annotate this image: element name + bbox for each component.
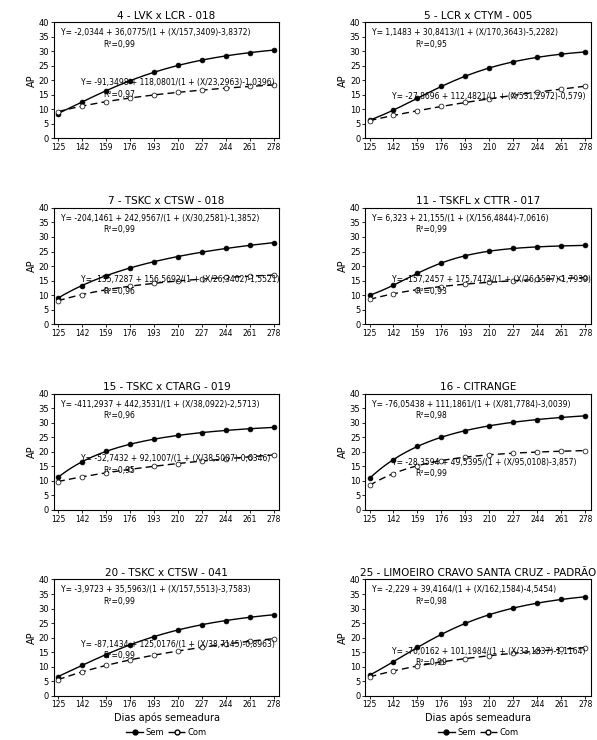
Text: Y= -2,229 + 39,4164/(1 + (X/162,1584)-4,5454): Y= -2,229 + 39,4164/(1 + (X/162,1584)-4,…: [372, 585, 556, 594]
Text: R²=0,96: R²=0,96: [103, 287, 136, 296]
Title: 16 - CITRANGE: 16 - CITRANGE: [440, 383, 516, 392]
Y-axis label: AP: AP: [27, 445, 37, 458]
Text: Y= -157,2457 + 175,7473/(1 + (X/26,1587)-1,7939): Y= -157,2457 + 175,7473/(1 + (X/26,1587)…: [392, 275, 591, 284]
Text: Y= -52,7432 + 92,1007/(1 + (X/38,5007)-0,6346): Y= -52,7432 + 92,1007/(1 + (X/38,5007)-0…: [81, 454, 270, 463]
Text: Y= -91,3498 + 118,0801/(1 + (X/23,2963)-1,0396): Y= -91,3498 + 118,0801/(1 + (X/23,2963)-…: [81, 78, 275, 87]
Text: Y= 1,1483 + 30,8413/(1 + (X/170,3643)-5,2282): Y= 1,1483 + 30,8413/(1 + (X/170,3643)-5,…: [372, 28, 558, 37]
Title: 4 - LVK x LCR - 018: 4 - LVK x LCR - 018: [118, 10, 216, 21]
Text: R²=0,95: R²=0,95: [103, 465, 136, 475]
Text: Y= -135,7287 + 156,5692/(1 + (X/26,3402)-1,5521): Y= -135,7287 + 156,5692/(1 + (X/26,3402)…: [81, 275, 279, 284]
Text: Y= -28,3594 + 49,5395/(1 + (X/95,0108)-3,857): Y= -28,3594 + 49,5395/(1 + (X/95,0108)-3…: [392, 457, 577, 467]
Text: Y= -87,1434 + 125,0176/(1 + (X/38,7145)-0,8963): Y= -87,1434 + 125,0176/(1 + (X/38,7145)-…: [81, 640, 275, 649]
Y-axis label: AP: AP: [27, 631, 37, 644]
Y-axis label: AP: AP: [338, 74, 349, 87]
Text: R²=0,96: R²=0,96: [103, 411, 136, 420]
Y-axis label: AP: AP: [338, 631, 349, 644]
Title: 15 - TSKC x CTARG - 019: 15 - TSKC x CTARG - 019: [103, 383, 230, 392]
Title: 11 - TSKFL x CTTR - 017: 11 - TSKFL x CTTR - 017: [416, 197, 540, 206]
Text: R²=0,99: R²=0,99: [103, 40, 136, 49]
X-axis label: Dias após semeadura: Dias após semeadura: [425, 712, 531, 723]
Text: R²=0,99: R²=0,99: [415, 659, 447, 667]
Text: Y= -204,1461 + 242,9567/(1 + (X/30,2581)-1,3852): Y= -204,1461 + 242,9567/(1 + (X/30,2581)…: [60, 214, 259, 223]
Y-axis label: AP: AP: [338, 445, 349, 458]
Title: 20 - TSKC x CTSW - 041: 20 - TSKC x CTSW - 041: [105, 568, 228, 578]
X-axis label: Dias após semeadura: Dias após semeadura: [113, 712, 220, 723]
Text: Y= -27,8696 + 112,4821/(1 + (X/531,2972)-0,579): Y= -27,8696 + 112,4821/(1 + (X/531,2972)…: [392, 92, 586, 101]
Title: 7 - TSKC x CTSW - 018: 7 - TSKC x CTSW - 018: [109, 197, 225, 206]
Title: 25 - LIMOEIRO CRAVO SANTA CRUZ - PADRÃO: 25 - LIMOEIRO CRAVO SANTA CRUZ - PADRÃO: [360, 568, 596, 578]
Legend: Sem, Com: Sem, Com: [435, 724, 522, 740]
Text: Y= -3,9723 + 35,5963/(1 + (X/157,5513)-3,7583): Y= -3,9723 + 35,5963/(1 + (X/157,5513)-3…: [60, 585, 250, 594]
Text: R²=0,98: R²=0,98: [415, 597, 447, 606]
Text: R²=0,99: R²=0,99: [103, 597, 136, 606]
Y-axis label: AP: AP: [27, 260, 37, 272]
Text: R²=0,99: R²=0,99: [103, 226, 136, 235]
Text: Y= 6,323 + 21,155/(1 + (X/156,4844)-7,0616): Y= 6,323 + 21,155/(1 + (X/156,4844)-7,06…: [372, 214, 549, 223]
Text: Y= -411,2937 + 442,3531/(1 + (X/38,0922)-2,5713): Y= -411,2937 + 442,3531/(1 + (X/38,0922)…: [60, 400, 259, 408]
Text: R²=0,98: R²=0,98: [415, 411, 447, 420]
Text: R²=0,99: R²=0,99: [103, 651, 136, 661]
Text: Y= -76,0162 + 101,1984/(1 + (X/33,1837)-1,1164): Y= -76,0162 + 101,1984/(1 + (X/33,1837)-…: [392, 647, 586, 656]
Y-axis label: AP: AP: [27, 74, 37, 87]
Text: R²=0,93: R²=0,93: [415, 287, 447, 296]
Text: R²=0,99: R²=0,99: [415, 226, 447, 235]
Y-axis label: AP: AP: [338, 260, 349, 272]
Title: 5 - LCR x CTYM - 005: 5 - LCR x CTYM - 005: [424, 10, 533, 21]
Text: R²=0,97: R²=0,97: [103, 90, 136, 98]
Text: R²=0,99: R²=0,99: [415, 469, 447, 478]
Text: Y= -76,05438 + 111,1861/(1 + (X/81,7784)-3,0039): Y= -76,05438 + 111,1861/(1 + (X/81,7784)…: [372, 400, 571, 408]
Legend: Sem, Com: Sem, Com: [123, 724, 210, 740]
Text: R²=0,95: R²=0,95: [415, 40, 447, 49]
Text: Y= -2,0344 + 36,0775/(1 + (X/157,3409)-3,8372): Y= -2,0344 + 36,0775/(1 + (X/157,3409)-3…: [60, 28, 250, 37]
